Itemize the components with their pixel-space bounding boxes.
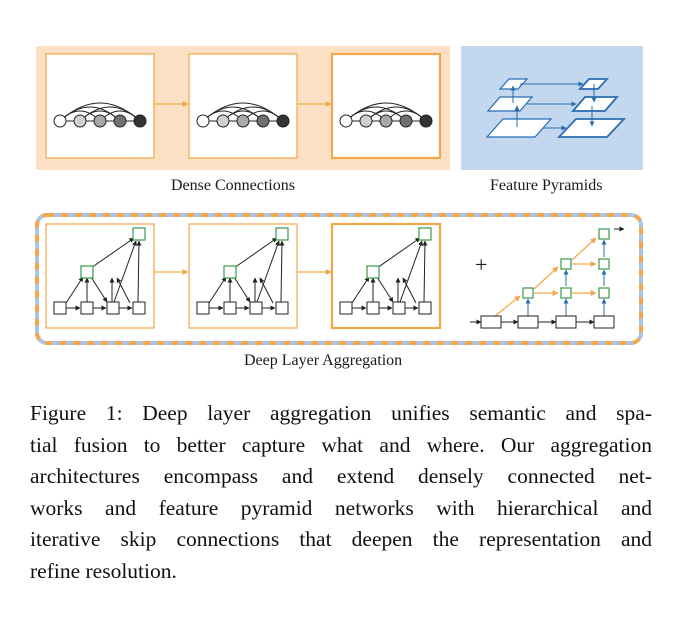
- figure-caption: Figure 1: Deep layer aggregation unifies…: [30, 398, 652, 588]
- caption-line: tial fusion to better capture what and w…: [30, 432, 652, 457]
- plus-sign: +: [475, 252, 488, 277]
- caption-line: iterative skip connections that deepen t…: [30, 527, 652, 552]
- feature-pyramids-panel: [461, 46, 643, 170]
- deep-layer-aggregation-panel: [35, 213, 643, 345]
- deep-layer-aggregation-label: Deep Layer Aggregation: [244, 352, 403, 369]
- caption-line: Figure 1: Deep layer aggregation unifies…: [30, 401, 652, 425]
- caption-line: refine resolution.: [30, 558, 177, 583]
- caption-line: works and feature pyramid networks with …: [30, 495, 652, 520]
- caption-line: architectures encompass and extend dense…: [30, 464, 652, 489]
- figure-diagram: [35, 46, 643, 345]
- dense-connections-panel: [36, 46, 450, 170]
- feature-pyramids-label: Feature Pyramids: [490, 177, 603, 194]
- dense-connections-label: Dense Connections: [171, 177, 295, 194]
